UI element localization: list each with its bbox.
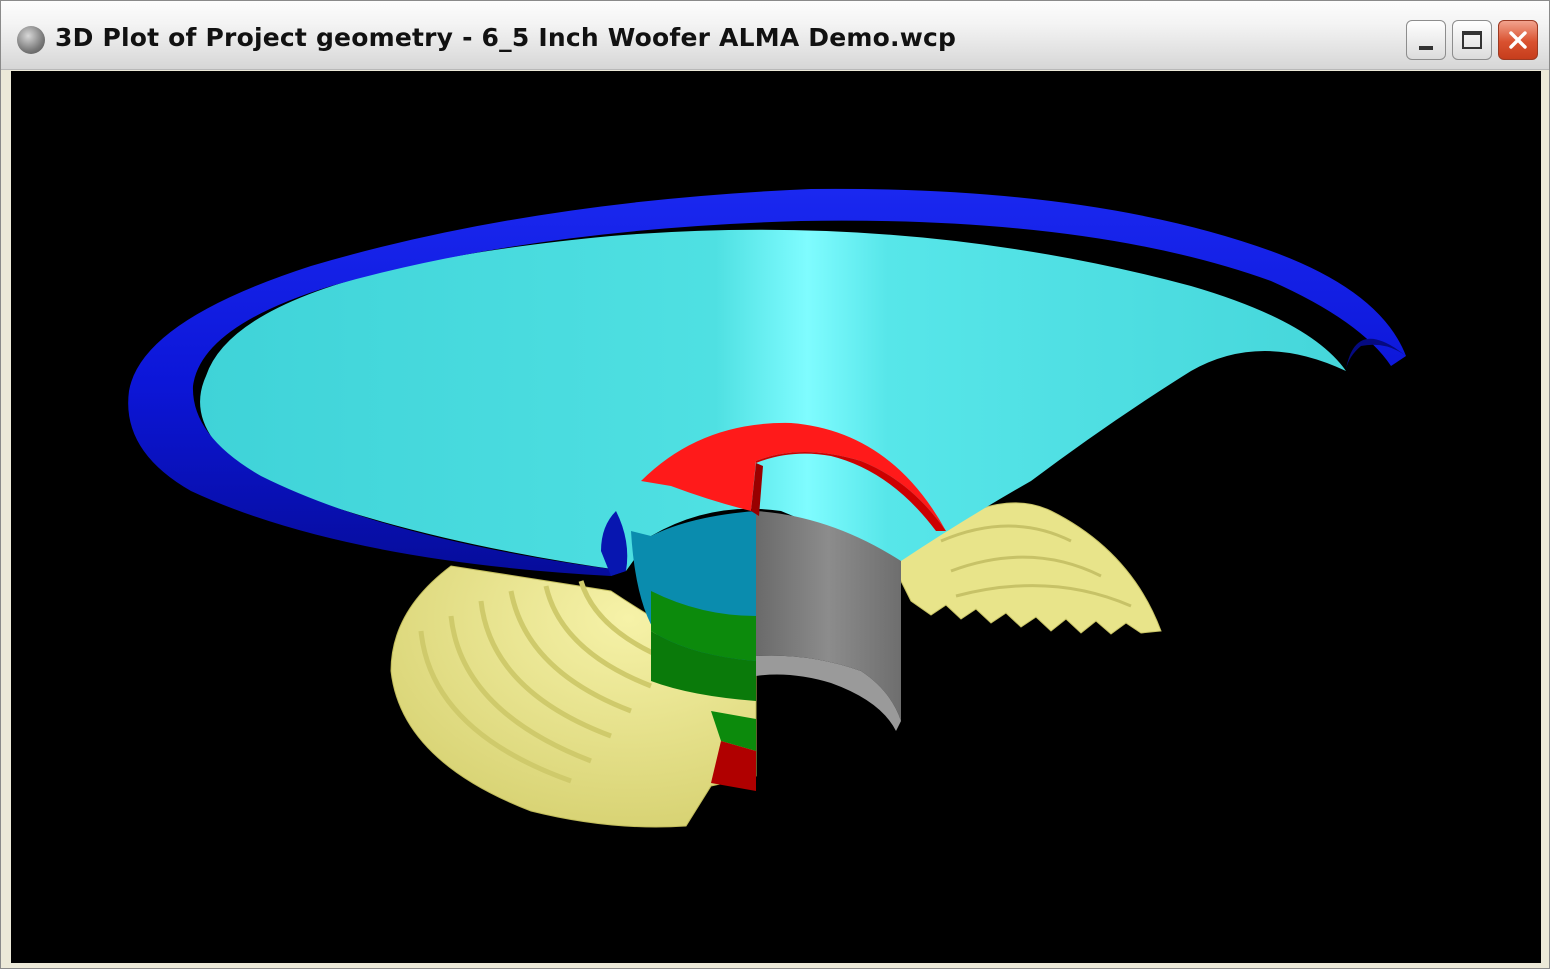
voice-coil-former: [756, 511, 901, 731]
maximize-icon: [1462, 31, 1482, 49]
minimize-icon: [1419, 46, 1433, 50]
voice-coil: [631, 511, 756, 791]
title-bar[interactable]: 3D Plot of Project geometry - 6_5 Inch W…: [1, 1, 1549, 70]
woofer-3d-model: [128, 188, 1407, 828]
surround: [128, 188, 1407, 576]
minimize-button[interactable]: [1406, 20, 1446, 60]
cone: [200, 229, 1347, 571]
dust-cap: [641, 422, 946, 531]
3d-plot-viewport[interactable]: [11, 71, 1541, 963]
maximize-button[interactable]: [1452, 20, 1492, 60]
window-title: 3D Plot of Project geometry - 6_5 Inch W…: [55, 23, 957, 52]
close-icon: [1509, 31, 1527, 49]
close-button[interactable]: [1498, 20, 1538, 60]
spider-right: [890, 502, 1162, 635]
speaker-app-icon[interactable]: [17, 26, 45, 54]
